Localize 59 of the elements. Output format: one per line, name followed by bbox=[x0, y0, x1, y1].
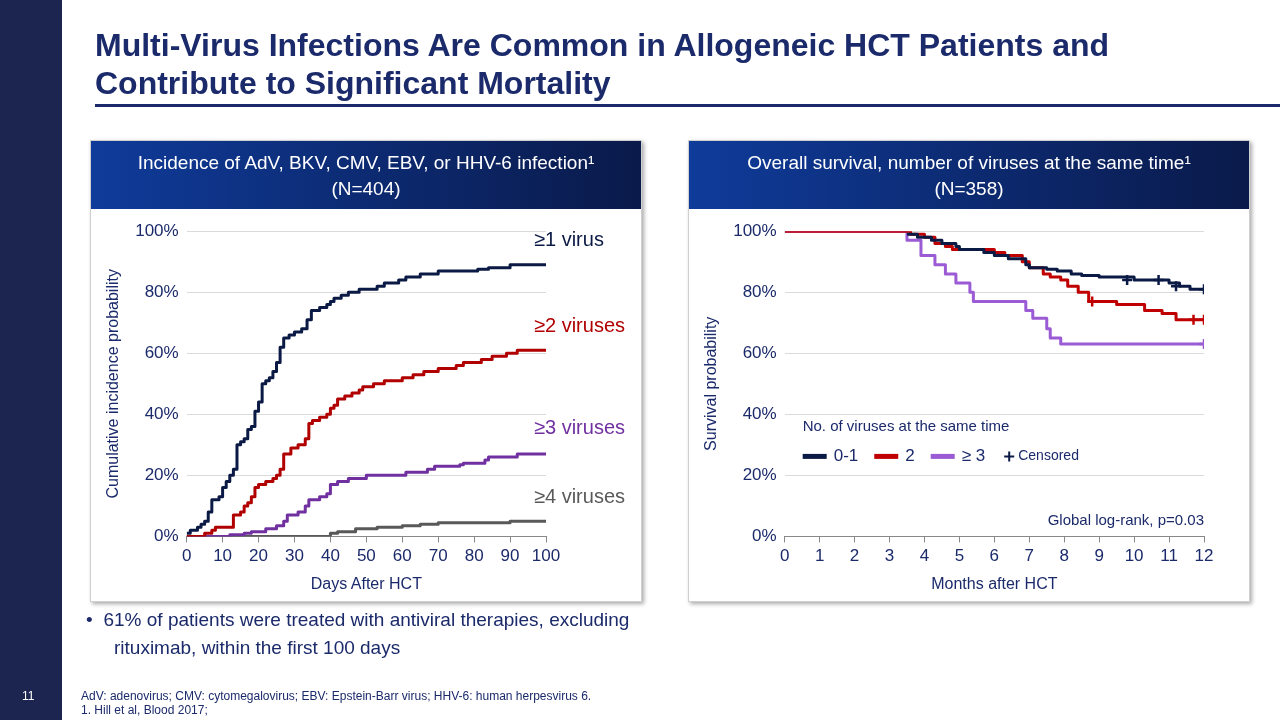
y-axis-title: Survival probability bbox=[702, 316, 720, 451]
legend-label: 0-1 bbox=[833, 446, 859, 466]
x-tick-label: 30 bbox=[285, 546, 304, 566]
annotation: Global log-rank, p=0.03 bbox=[1047, 510, 1204, 528]
chart-subtitle: (N=404) bbox=[330, 177, 402, 201]
x-tick-label: 3 bbox=[884, 546, 895, 566]
chart-title: Overall survival, number of viruses at the same time¹ bbox=[746, 151, 1192, 175]
x-tick-label: 2 bbox=[849, 546, 860, 566]
x-tick-label: 7 bbox=[1024, 546, 1035, 566]
x-tick-label: 0 bbox=[181, 546, 192, 566]
x-tick-label: 11 bbox=[1160, 546, 1178, 566]
y-axis-title: Cumulative incidence probability bbox=[104, 269, 122, 499]
series-label: ≥4 viruses bbox=[534, 484, 626, 507]
x-tick-label: 1 bbox=[814, 546, 825, 566]
legend-title: No. of viruses at the same time bbox=[802, 416, 1010, 434]
x-tick-label: 8 bbox=[1059, 546, 1069, 566]
y-tick-label: 100% bbox=[733, 220, 777, 240]
x-tick-label: 10 bbox=[213, 546, 233, 566]
chart-title: Incidence of AdV, BKV, CMV, EBV, or HHV-6 infection¹ bbox=[136, 151, 596, 175]
x-axis-title: Days After HCT bbox=[310, 574, 423, 592]
x-tick-label: 50 bbox=[356, 546, 376, 566]
series-label: ≥3 viruses bbox=[534, 415, 626, 438]
y-tick-label: 60% bbox=[742, 342, 777, 362]
x-tick-label: 5 bbox=[954, 546, 965, 566]
x-tick-label: 60 bbox=[392, 546, 412, 566]
series-label: ≥2 viruses bbox=[534, 313, 626, 336]
text: 1. Hill et al, Blood 2017; bbox=[81, 703, 208, 717]
x-tick-label: 90 bbox=[500, 546, 520, 566]
legend-label: 2 bbox=[905, 446, 915, 466]
y-tick-label: 40% bbox=[742, 404, 777, 424]
text: 11 bbox=[22, 689, 35, 703]
x-tick-label: 10 bbox=[1124, 546, 1144, 566]
x-tick-label: 40 bbox=[320, 546, 340, 566]
text: • 61% of patients were treated with antiviral therapies, excluding rituximab, within the first 100 days bbox=[86, 608, 631, 660]
text: Multi-Virus Infections Are Common in Allogeneic HCT Patients and Contribute to Significant Mortality bbox=[95, 26, 1111, 102]
y-tick-label: 80% bbox=[144, 281, 179, 301]
y-tick-label: 20% bbox=[742, 465, 777, 485]
x-tick-label: 6 bbox=[989, 546, 1000, 566]
y-tick-label: 80% bbox=[742, 281, 777, 301]
x-tick-label: 4 bbox=[919, 546, 930, 566]
y-tick-label: 0% bbox=[752, 526, 777, 546]
x-tick-label: 80 bbox=[464, 546, 484, 566]
legend-label: ≥ 3 bbox=[961, 446, 986, 466]
chart-subtitle: (N=358) bbox=[933, 177, 1005, 201]
x-tick-label: 0 bbox=[779, 546, 790, 566]
x-tick-label: 20 bbox=[249, 546, 268, 566]
y-tick-label: 60% bbox=[144, 342, 179, 362]
x-tick-label: 100 bbox=[531, 546, 561, 566]
series-label: ≥1 virus bbox=[534, 228, 604, 251]
x-tick-label: 9 bbox=[1094, 546, 1104, 566]
x-tick-label: 70 bbox=[428, 546, 448, 566]
y-tick-label: 100% bbox=[135, 220, 179, 240]
y-tick-label: 20% bbox=[144, 465, 179, 485]
legend-label: Censored bbox=[1018, 447, 1079, 464]
y-tick-label: 0% bbox=[154, 526, 179, 546]
x-tick-label: 12 bbox=[1194, 546, 1214, 566]
y-tick-label: 40% bbox=[144, 404, 179, 424]
text: AdV: adenovirus; CMV: cytomegalovirus; EBV: Epstein-Barr virus; HHV-6: human herpesvirus 6. bbox=[81, 689, 592, 703]
x-axis-title: Months after HCT bbox=[931, 574, 1058, 592]
